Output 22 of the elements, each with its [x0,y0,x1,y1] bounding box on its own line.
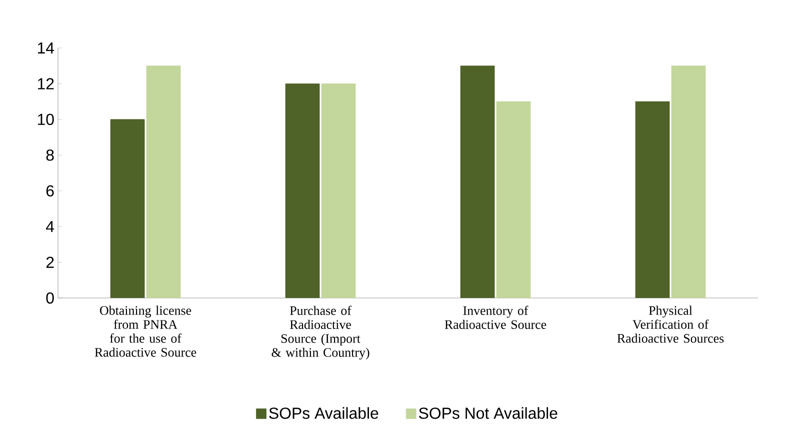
y-tick-label: 0 [46,292,54,304]
bar [110,119,145,298]
x-tick-label: Physical Verification of Radioactive Sources [617,306,724,343]
bar [285,84,320,298]
y-tick-label: 6 [46,185,54,196]
bar [671,66,706,298]
x-tick-label: Purchase of Radioactive Source (Import & within Country) [272,306,370,360]
x-tick-label: Inventory of Radioactive Source [444,306,546,329]
y-tick-label: 10 [38,114,54,126]
bar [496,101,531,298]
bar [146,66,181,298]
bar [321,84,356,298]
legend-label: SOPs Available [269,407,378,419]
y-tick-label: 14 [38,42,54,54]
y-tick-label: 4 [46,221,54,232]
y-tick-label: 12 [38,78,54,90]
x-tick-label: Obtaining license from PNRA for the use of Radioactive Source [94,306,196,357]
legend-label: SOPs Not Available [419,407,558,419]
bar [635,101,670,298]
y-tick-label: 2 [46,256,54,268]
y-tick-label: 8 [46,149,54,161]
bar [460,66,495,298]
